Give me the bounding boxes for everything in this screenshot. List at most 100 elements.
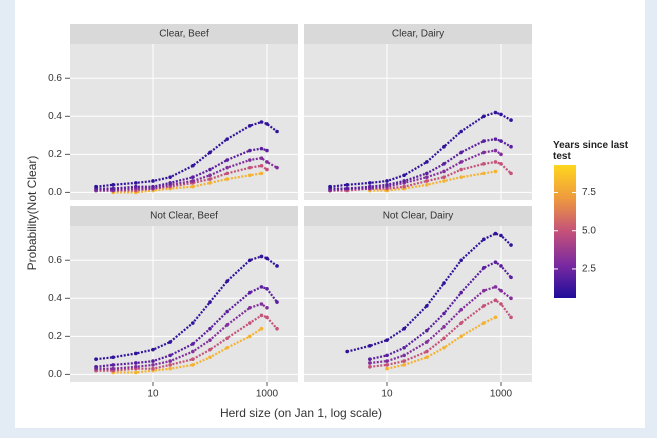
point [151,179,155,183]
point [94,357,98,361]
y-tick-label: 0.4 [48,111,62,122]
point [248,173,252,178]
strip [70,206,298,226]
y-tick-label: 0.2 [48,149,62,160]
point [385,179,389,183]
y-tick-label: 0.0 [48,187,62,198]
point [442,281,446,285]
point [191,321,195,325]
point [499,302,503,306]
point [208,347,212,352]
x-tick-label: 10 [381,389,393,400]
strip-label: Clear, Dairy [392,29,444,40]
strip-label: Not Clear, Dairy [383,211,454,222]
point [459,258,463,263]
point [259,163,264,168]
point [482,304,486,308]
point [225,137,229,141]
series-line [96,156,278,192]
point [402,353,406,358]
point [385,338,389,342]
point [134,364,138,369]
point [248,148,252,153]
point [493,315,498,320]
point [111,366,115,371]
point [402,326,406,331]
point [259,120,264,124]
point [442,144,446,149]
series-line [113,172,262,194]
point [385,366,389,371]
point [493,231,498,236]
x-tick-label: 1000 [256,389,279,400]
point [275,129,279,134]
point [425,182,429,187]
series-line [329,111,512,188]
point [482,171,486,176]
strip [70,24,298,44]
point [259,146,264,151]
point [499,139,503,143]
point [168,359,172,363]
point [402,363,406,367]
point [265,160,269,164]
point [509,144,513,149]
series-line [369,260,512,361]
point [368,357,372,361]
point [248,306,252,310]
point [459,290,463,295]
point [482,237,486,242]
point [493,260,498,264]
point [191,179,195,183]
point [459,334,463,339]
point [385,353,389,358]
point [509,315,513,320]
point [499,288,503,293]
legend-title: Years since last test [553,140,629,162]
point [482,139,486,143]
point [208,355,212,360]
series-line [113,327,263,374]
strip-label: Clear, Beef [159,29,209,40]
point [493,169,498,174]
point [208,177,212,181]
y-tick-label: 0.6 [48,73,62,84]
point [134,361,138,365]
point [111,182,115,187]
point [499,264,503,268]
point [499,152,503,157]
point [225,165,229,170]
point [442,311,446,316]
point [402,184,406,189]
point [402,173,406,178]
point [168,175,172,179]
colorbar [554,165,576,298]
point [151,359,155,363]
point [208,173,212,178]
series-line [330,137,512,190]
point [208,326,212,331]
point [265,256,269,261]
point [191,357,195,361]
point [191,349,195,354]
point [168,340,172,344]
point [134,184,138,189]
point [402,179,406,183]
point [482,114,486,119]
colorbar-tick-label: 5.0 [582,225,596,236]
point [225,279,229,283]
point [493,110,498,115]
point [111,363,115,367]
point [482,288,486,293]
point [509,243,513,247]
series-line [95,285,278,368]
point [265,286,269,291]
point [368,361,372,365]
point [509,296,513,301]
panel [304,44,532,200]
point [248,290,252,295]
point [425,349,429,354]
point [459,150,463,155]
point [94,364,98,369]
point [151,366,155,371]
